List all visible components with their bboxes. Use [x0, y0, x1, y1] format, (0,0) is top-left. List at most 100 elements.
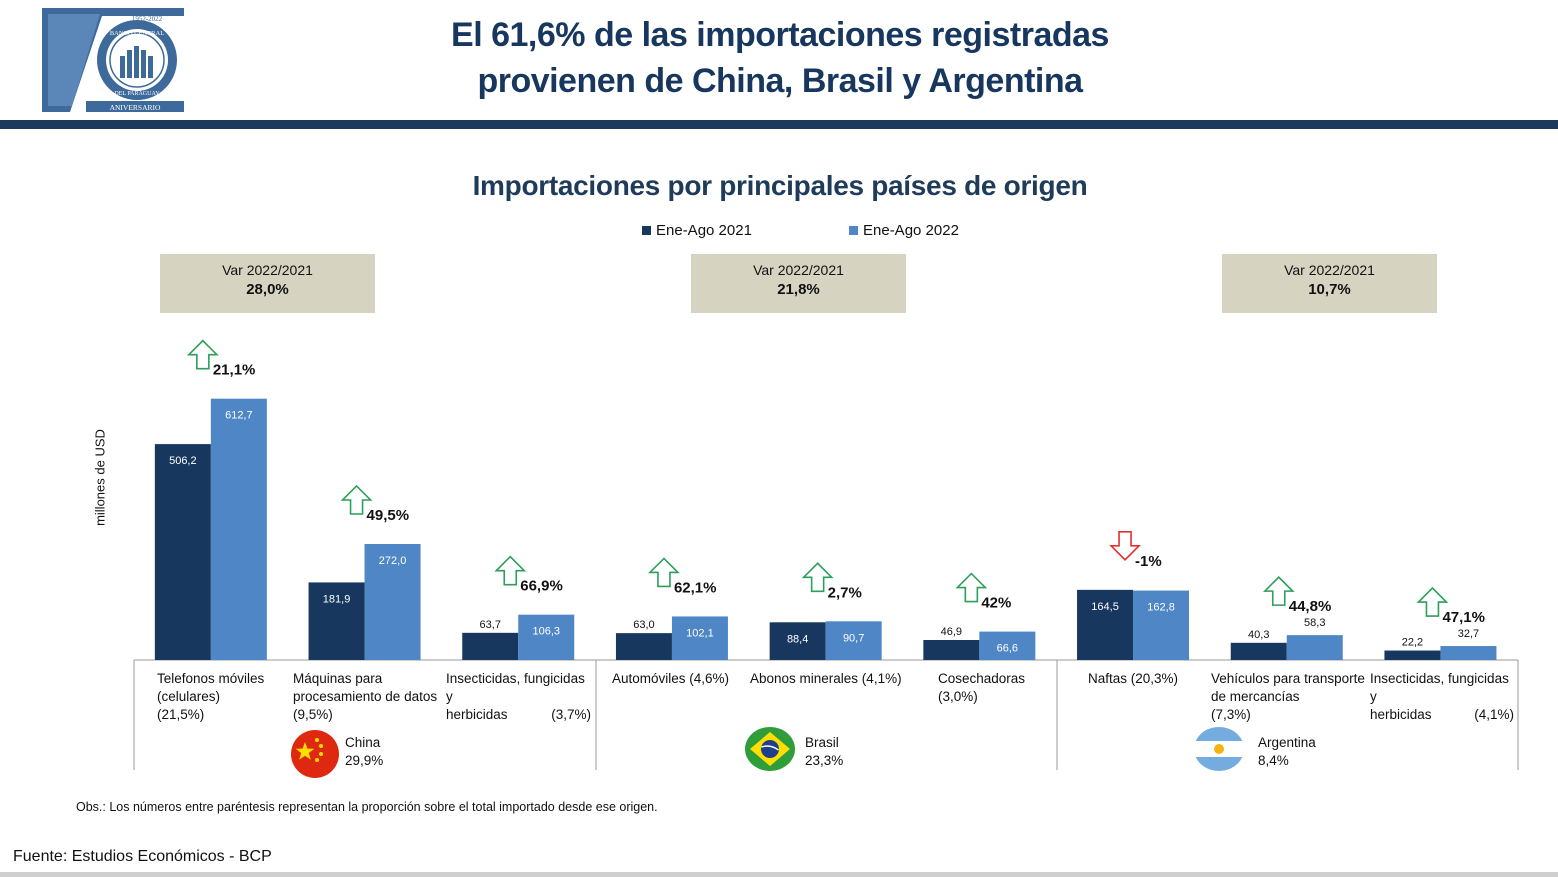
bar-2022-4 [671, 616, 728, 660]
legend-swatch-2022 [849, 226, 858, 235]
category-label-8-line3: (7,3%) [1211, 707, 1251, 722]
value-label-2021-8: 40,3 [1248, 629, 1269, 641]
category-label-1-line2: (celulares) [157, 689, 221, 704]
logo-years: 1952-2022 [132, 15, 163, 23]
category-label-6-line1: Cosechadoras [938, 671, 1026, 686]
bar-2022-9 [1440, 646, 1497, 660]
up-arrow-icon-8 [1262, 576, 1295, 606]
footnote: Obs.: Los números entre paréntesis repre… [76, 800, 658, 814]
source-text: Fuente: Estudios Económicos - BCP [13, 848, 272, 865]
category-label-3-line3: (3,7%) [551, 707, 591, 722]
value-label-2021-1: 506,2 [169, 455, 197, 467]
bar-2021-1 [154, 444, 211, 660]
brazil-flag-icon [745, 727, 795, 771]
value-label-2021-2: 181,9 [323, 593, 351, 605]
value-label-2021-3: 63,7 [480, 619, 501, 631]
category-label-4-line1: Automóviles (4,6%) [612, 671, 730, 686]
bar-2022-1 [210, 398, 267, 660]
category-label-2-line1: Máquinas para [293, 671, 383, 686]
var-label-china: Var 2022/2021 [222, 262, 313, 278]
bar-2022-6 [979, 631, 1036, 660]
category-label-4: Automóviles (4,6%) [612, 670, 729, 688]
country-share-china: 29,9% [345, 753, 384, 768]
category-label-5-line1: Abonos minerales (4,1%) [750, 671, 902, 686]
category-label-8-line2: de mercancías [1211, 689, 1300, 704]
value-label-2022-9: 32,7 [1458, 628, 1479, 640]
bar-2021-5 [769, 622, 826, 660]
bar-2022-7 [1133, 590, 1190, 660]
var-value-brasil: 21,8% [777, 281, 820, 298]
up-arrow-icon-5 [801, 562, 834, 593]
country-share-argentina: 8,4% [1258, 753, 1289, 768]
category-label-2-line2: procesamiento de datos [293, 689, 438, 704]
category-label-9-line1: Insecticidas, fungicidas y [1370, 671, 1509, 704]
variation-label-4: 62,1% [674, 579, 717, 596]
up-arrow-icon-2 [340, 484, 373, 515]
var-box-brasil: Var 2022/2021 21,8% [691, 254, 906, 313]
category-label-9-line3: (4,1%) [1474, 707, 1514, 722]
value-label-2021-9: 22,2 [1402, 637, 1423, 649]
bar-2021-4 [615, 633, 672, 660]
category-label-6: Cosechadoras (3,0%) [938, 670, 1025, 706]
bar-2021-8 [1230, 642, 1287, 660]
category-label-1-line1: Telefonos móviles [157, 671, 265, 686]
up-arrow-icon-3 [494, 555, 527, 586]
value-label-2022-4: 102,1 [686, 627, 714, 639]
up-arrow-icon-6 [955, 572, 988, 603]
bar-2021-2 [308, 582, 365, 660]
legend-label-2022: Ene-Ago 2022 [863, 222, 959, 239]
header-divider [0, 120, 1558, 129]
variation-label-5: 2,7% [828, 584, 862, 601]
category-label-7: Naftas (20,3%) [1088, 670, 1178, 688]
value-label-2022-7: 162,8 [1147, 602, 1175, 614]
country-china: China 29,9% [345, 734, 383, 770]
category-label-1: Telefonos móviles (celulares) (21,5%) [157, 670, 264, 724]
country-share-brasil: 23,3% [805, 753, 844, 768]
bcp-70-anniversary-logo: 1952-2022 BANCO CENTRAL DEL PARAGUAY ANI… [42, 8, 184, 112]
chart-title: Importaciones por principales países de … [472, 170, 1088, 201]
legend-label-2021: Ene-Ago 2021 [656, 222, 752, 239]
category-label-3-line2: herbicidas [446, 707, 508, 722]
country-name-brasil: Brasil [805, 735, 839, 750]
country-argentina: Argentina 8,4% [1258, 734, 1316, 770]
value-label-2022-3: 106,3 [532, 626, 560, 638]
var-box-argentina: Var 2022/2021 10,7% [1222, 254, 1437, 313]
bar-2022-8 [1286, 635, 1343, 660]
value-label-2021-7: 164,5 [1091, 601, 1119, 613]
category-label-7-line1: Naftas (20,3%) [1088, 671, 1179, 686]
var-label-argentina: Var 2022/2021 [1284, 262, 1375, 278]
country-brasil: Brasil 23,3% [805, 734, 843, 770]
up-arrow-icon-4 [648, 557, 680, 588]
page-title-line2: provienen de China, Brasil y Argentina [477, 62, 1083, 100]
value-label-2021-5: 88,4 [787, 633, 808, 645]
up-arrow-icon-1 [186, 339, 219, 370]
legend-item-2021: Ene-Ago 2021 [642, 222, 752, 239]
variation-label-1: 21,1% [213, 362, 256, 379]
footer-divider [0, 872, 1558, 877]
page-title-line1: El 61,6% de las importaciones registrada… [451, 16, 1109, 54]
variation-label-6: 42% [981, 595, 1011, 612]
legend-swatch-2021 [642, 226, 651, 235]
logo-seal-top: BANCO CENTRAL [110, 30, 164, 37]
value-label-2022-1: 612,7 [225, 410, 253, 422]
category-label-8-line1: Vehículos para transporte [1211, 671, 1365, 686]
category-label-2: Máquinas para procesamiento de datos (9,… [293, 670, 437, 724]
china-flag-icon [291, 730, 339, 778]
bar-2021-6 [923, 639, 980, 660]
category-label-3-line1: Insecticidas, fungicidas y [446, 671, 585, 704]
variation-label-3: 66,9% [520, 578, 563, 595]
category-label-6-line2: (3,0%) [938, 689, 978, 704]
value-label-2022-2: 272,0 [379, 555, 407, 567]
down-arrow-icon-7 [1109, 531, 1141, 561]
var-value-china: 28,0% [246, 281, 289, 298]
category-label-2-line3: (9,5%) [293, 707, 333, 722]
variation-label-7: -1% [1135, 553, 1162, 570]
value-label-2022-5: 90,7 [843, 632, 864, 644]
category-label-5: Abonos minerales (4,1%) [750, 670, 902, 688]
page-title: El 61,6% de las importaciones registrada… [330, 12, 1230, 104]
category-label-1-line3: (21,5%) [157, 707, 205, 722]
variation-label-9: 47,1% [1442, 609, 1485, 626]
country-name-china: China [345, 735, 381, 750]
value-label-2021-6: 46,9 [941, 626, 962, 638]
